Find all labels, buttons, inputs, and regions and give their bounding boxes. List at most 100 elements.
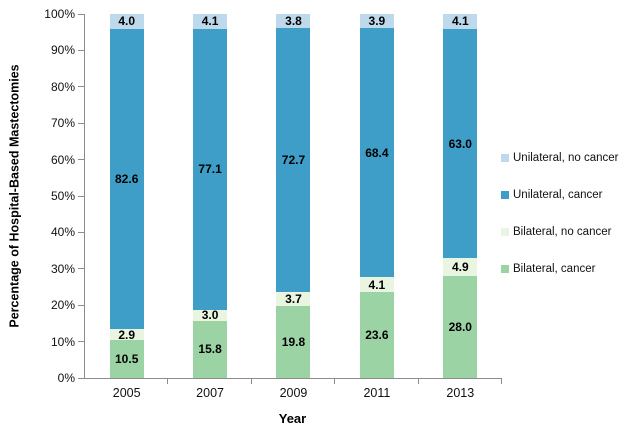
bar-2013: 28.0 4.9 63.0 4.1 [443,14,478,378]
legend-label: Bilateral, cancer [513,262,596,275]
bar-segment: 3.8 [276,13,311,28]
y-tick-mark [78,195,84,197]
category-slot: 28.0 4.9 63.0 4.1 2013 [419,14,502,400]
x-tick-label: 2009 [279,386,308,400]
bar-segment-label: 4.1 [368,277,386,292]
legend-item: Bilateral, cancer [501,261,630,276]
bar-segment: 4.1 [443,14,478,29]
category-slot: 19.8 3.7 72.7 3.8 2009 [252,13,335,400]
y-tick-mark [78,86,84,88]
bar-segment: 3.9 [359,14,394,29]
y-axis-title-text: Percentage of Hospital-Based Mastectomie… [8,64,22,328]
y-tick-label: 20% [50,298,75,313]
bar-segment-label: 4.9 [451,260,469,275]
legend-label: Bilateral, no cancer [513,225,612,238]
plot-area: 0% 10% 20% 30% 40% 50% 60% 70% 80% 90% 100% 10.5 2.9… [44,7,502,400]
legend-label: Unilateral, no cancer [513,151,619,164]
bar-segment-label: 77.1 [198,162,222,177]
legend-swatch [501,190,509,199]
legend-swatch [501,264,509,273]
bar-segment-label: 23.6 [365,328,389,343]
bar-segment-label: 3.0 [201,308,219,323]
y-tick-mark [78,377,84,379]
category-slot: 23.6 4.1 68.4 3.9 2011 [335,14,418,400]
x-tick-label: 2011 [363,386,391,400]
bar-segment: 3.7 [276,292,311,307]
bar-segment-label: 63.0 [448,136,472,151]
bar-segment: 4.9 [443,258,478,277]
y-tick-mark [78,304,84,306]
y-tick-label: 100% [44,7,75,21]
bar-segment-label: 2.9 [118,327,136,342]
bar-segment-label: 15.8 [198,342,222,357]
x-tick-mark [334,379,336,384]
x-axis-title: Year [278,411,307,426]
bar-2009: 19.8 3.7 72.7 3.8 [276,13,311,378]
y-tick-label: 50% [50,189,75,203]
bar-segment-label: 19.8 [281,334,306,349]
y-tick-mark [78,268,84,270]
bar-segment-label: 4.1 [201,14,219,29]
y-tick-label: 80% [50,79,75,94]
bar-segment: 63.0 [443,28,478,259]
bar-segment: 15.8 [193,320,228,378]
bar-segment-label: 4.0 [118,14,136,29]
bar-segment-label: 4.1 [451,14,469,29]
bar-segment: 4.1 [193,14,228,29]
y-tick-mark [78,13,84,15]
y-tick-label: 60% [50,152,75,167]
bar-segment: 4.1 [359,277,394,293]
y-tick-mark [78,122,84,124]
x-tick-mark [417,379,419,384]
bar-segment: 3.0 [193,308,228,323]
bar-segment: 2.9 [109,327,144,342]
legend-swatch [501,153,509,162]
bar-segment: 82.6 [109,28,144,330]
x-tick-mark [167,379,169,384]
legend: Unilateral, no cancer Unilateral, cancer B… [501,150,630,298]
bar-2007: 15.8 3.0 77.1 4.1 [193,14,228,378]
bar-segment: 19.8 [276,305,311,378]
y-tick-mark [78,341,84,343]
y-tick-label: 30% [50,261,75,276]
bar-2011: 23.6 4.1 68.4 3.9 [359,14,394,378]
bar-segment-label: 68.4 [365,145,389,160]
category-slot: 15.8 3.0 77.1 4.1 2007 [168,14,251,400]
bar-segment: 72.7 [276,27,311,293]
category-slot: 10.5 2.9 82.6 4.0 2005 [85,14,168,400]
y-axis-title: Percentage of Hospital-Based Mastectomie… [0,14,30,378]
y-tick-label: 70% [50,116,75,131]
x-tick-label: 2005 [112,386,141,400]
y-tick-mark [78,49,84,51]
y-tick-label: 40% [50,225,75,240]
legend-swatch [501,227,509,236]
x-tick-label: 2013 [446,386,475,400]
x-tick-mark [250,379,252,384]
bar-segment: 28.0 [443,276,478,378]
y-tick-mark [78,159,84,161]
bar-segment-label: 3.9 [368,14,386,29]
bar-segment: 23.6 [359,292,394,378]
y-tick-mark [78,231,84,233]
bar-segment-label: 28.0 [448,320,472,335]
bar-segment: 68.4 [359,28,394,278]
legend-item: Bilateral, no cancer [501,224,630,239]
bar-segment-label: 3.7 [285,292,302,307]
legend-label: Unilateral, cancer [513,188,603,201]
bar-segment: 4.0 [109,14,144,29]
bar-segment: 77.1 [193,28,228,310]
y-tick-label: 10% [50,334,75,349]
legend-item: Unilateral, cancer [501,187,630,202]
y-tick-label: 0% [57,371,75,385]
legend-item: Unilateral, no cancer [501,150,630,165]
bar-segment-label: 10.5 [115,351,139,366]
bar-segment-label: 82.6 [115,171,139,186]
bar-segment: 10.5 [109,339,144,378]
y-tick-label: 90% [50,43,75,58]
bar-2005: 10.5 2.9 82.6 4.0 [109,14,144,378]
bar-segment-label: 72.7 [281,153,306,168]
x-tick-mark [501,379,502,384]
bar-segment-label: 3.8 [285,13,302,28]
x-tick-label: 2007 [196,386,224,400]
